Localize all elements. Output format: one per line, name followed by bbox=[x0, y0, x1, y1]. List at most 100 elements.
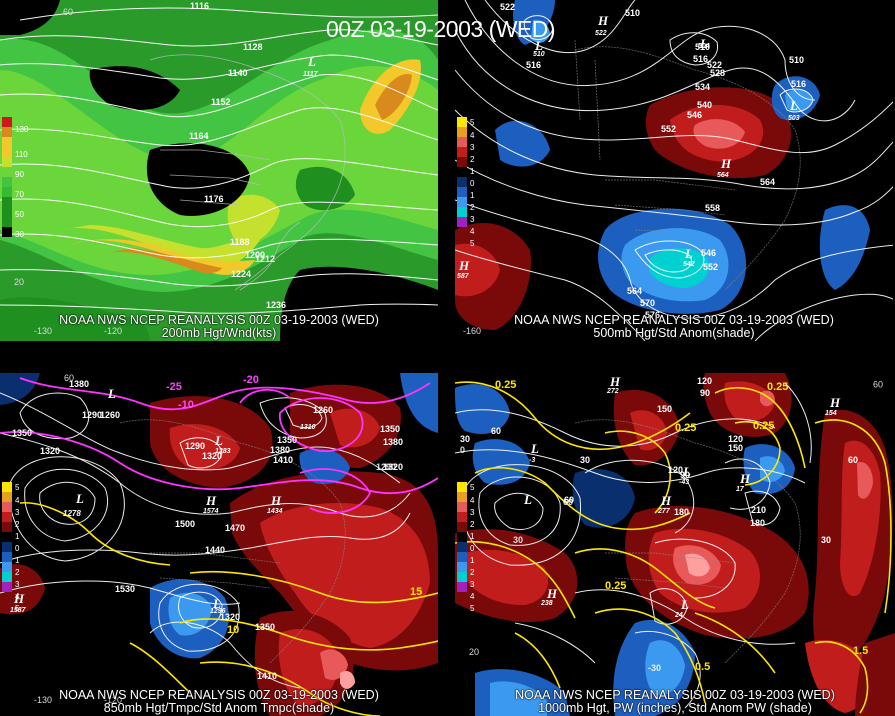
pw-label: 0.25 bbox=[495, 379, 516, 391]
legend-label: 3 bbox=[15, 508, 20, 517]
lat-label: 60 bbox=[64, 373, 74, 383]
contour-label: 1152 bbox=[211, 97, 231, 107]
contour-label: 60 bbox=[491, 426, 501, 436]
contour-label: 1320 bbox=[40, 446, 60, 456]
lon-label: -120 bbox=[104, 326, 122, 336]
legend-label: 3 bbox=[470, 580, 475, 589]
panel-caption-source: NOAA NWS NCEP REANALYSIS 00Z 03-19-2003 … bbox=[514, 313, 834, 327]
contour-label: 528 bbox=[710, 68, 725, 78]
legend-label: 3 bbox=[15, 580, 20, 589]
legend-label: 4 bbox=[470, 592, 475, 601]
temp-label: -25 bbox=[166, 381, 182, 393]
map-1000mb: 120 90 150 60 30 0 90 60 30 120 150 180 … bbox=[455, 373, 895, 716]
legend-swatch bbox=[457, 177, 467, 187]
low-center-marker: L bbox=[699, 36, 708, 51]
legend-swatch bbox=[457, 562, 467, 572]
legend-swatch bbox=[2, 582, 12, 592]
contour-label: 1290 bbox=[82, 410, 102, 420]
contour-label: 150 bbox=[657, 404, 672, 414]
high-center-marker: H bbox=[829, 395, 841, 410]
contour-label: 90 bbox=[700, 388, 710, 398]
legend-swatch bbox=[457, 137, 467, 147]
pw-label: 0.25 bbox=[767, 381, 788, 393]
contour-label: 1350 bbox=[255, 622, 275, 632]
legend-label: 4 bbox=[470, 131, 475, 140]
legend-label: 4 bbox=[470, 496, 475, 505]
legend-label: 1 bbox=[15, 532, 20, 541]
temp-label: -10 bbox=[178, 399, 194, 411]
legend-swatch bbox=[2, 147, 12, 157]
contour-label: 1350 bbox=[380, 424, 400, 434]
high-center-marker: H bbox=[13, 591, 25, 606]
map-500mb: 522 510 516 510 516 522 528 534 540 546 … bbox=[455, 0, 893, 341]
pw-label: 0.25 bbox=[605, 580, 626, 592]
contour-label: 570 bbox=[640, 298, 655, 308]
center-value: 154 bbox=[825, 410, 837, 417]
contour-label: 1260 bbox=[313, 405, 333, 415]
legend-label: 4 bbox=[470, 227, 475, 236]
contour-label: 1176 bbox=[204, 194, 224, 204]
contour-label: 552 bbox=[703, 262, 718, 272]
contour-label: 30 bbox=[460, 434, 470, 444]
legend-label: 4 bbox=[15, 592, 20, 601]
temp-label: 15 bbox=[410, 586, 422, 598]
high-center-marker: H bbox=[720, 156, 732, 171]
legend-swatch bbox=[457, 512, 467, 522]
legend-label: 3 bbox=[470, 143, 475, 152]
legend-swatch bbox=[457, 187, 467, 197]
contour-label: 1350 bbox=[277, 435, 297, 445]
legend-swatch bbox=[457, 532, 467, 542]
contour-label: 1410 bbox=[257, 671, 277, 681]
pw-label: 0.25 bbox=[753, 420, 774, 432]
high-center-marker: H bbox=[458, 258, 470, 273]
legend-label: 5 bbox=[15, 483, 20, 492]
center-value: -3 bbox=[529, 457, 535, 464]
low-center-marker: L bbox=[307, 54, 316, 69]
center-value: 1278 bbox=[63, 509, 81, 518]
panel-500mb: 522 510 516 510 516 522 528 534 540 546 … bbox=[455, 0, 893, 341]
contour-label: 1200 bbox=[245, 250, 265, 260]
panel-850mb: 1380 1350 1320 1290 1260 1290 1320 1350 … bbox=[0, 373, 438, 716]
contour-label: 1410 bbox=[273, 455, 293, 465]
contour-label: 30 bbox=[821, 535, 831, 545]
panel-caption-source: NOAA NWS NCEP REANALYSIS 00Z 03-19-2003 … bbox=[515, 688, 835, 702]
contour-label: 1440 bbox=[205, 545, 225, 555]
contour-label: 510 bbox=[625, 8, 640, 18]
center-value: 277 bbox=[657, 508, 671, 515]
legend-label: 2 bbox=[15, 568, 20, 577]
contour-label: 120 bbox=[668, 465, 683, 475]
main-title: 00Z 03-19-2003 (WED) bbox=[326, 16, 556, 42]
legend-swatch bbox=[457, 117, 467, 127]
legend-label: 5 bbox=[470, 483, 475, 492]
contour-label: 1224 bbox=[231, 269, 251, 279]
high-center-marker: H bbox=[546, 586, 558, 601]
legend-label: 1 bbox=[470, 556, 475, 565]
legend-swatch bbox=[457, 492, 467, 502]
legend-swatch bbox=[2, 207, 12, 217]
legend-swatch bbox=[457, 197, 467, 207]
contour-label: 546 bbox=[687, 110, 702, 120]
high-center-marker: H bbox=[205, 493, 217, 508]
legend-label: 5 bbox=[470, 118, 475, 127]
legend-label: 2 bbox=[470, 568, 475, 577]
lat-label: 20 bbox=[469, 647, 479, 657]
legend-1000mb: 5 4 3 2 1 0 1 2 3 4 5 bbox=[457, 482, 474, 622]
legend-500mb: 5 4 3 2 1 0 1 2 3 4 5 bbox=[457, 117, 474, 257]
legend-label: 0 bbox=[15, 544, 20, 553]
legend-label: 5 bbox=[15, 604, 20, 613]
center-value: 1587 bbox=[10, 607, 27, 614]
high-center-marker: H bbox=[660, 493, 672, 508]
panel-caption-field: 850mb Hgt/Tmpc/Std Anom Tmpc(shade) bbox=[103, 701, 335, 715]
panel-caption-field: 200mb Hgt/Wnd(kts) bbox=[161, 326, 277, 340]
contour-label: 60 bbox=[848, 455, 858, 465]
contour-label: 1236 bbox=[266, 300, 286, 310]
contour-label: 1380 bbox=[383, 437, 403, 447]
contour-label: 516 bbox=[526, 60, 541, 70]
contour-label: 534 bbox=[695, 82, 710, 92]
legend-label: 1 bbox=[470, 167, 475, 176]
contour-label: 120 bbox=[728, 434, 743, 444]
legend-swatch bbox=[2, 552, 12, 562]
legend-swatch bbox=[457, 147, 467, 157]
contour-label: 1188 bbox=[230, 237, 250, 247]
contour-label: 1290 bbox=[376, 462, 396, 472]
